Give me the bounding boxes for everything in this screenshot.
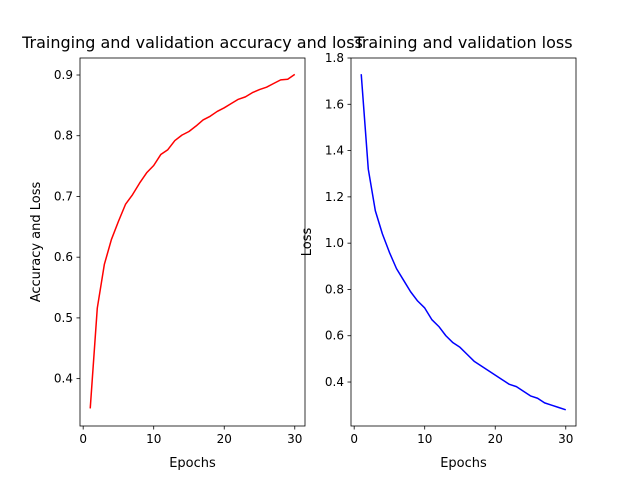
- acc-chart-title: Trainging and validation accuracy and lo…: [21, 33, 363, 52]
- loss-x-tick-label: 20: [488, 432, 503, 446]
- acc-y-tick-label: 0.8: [54, 129, 73, 143]
- loss-y-tick-label: 0.6: [325, 329, 344, 343]
- acc-x-tick-label: 20: [217, 432, 232, 446]
- acc-y-tick-label: 0.9: [54, 68, 73, 82]
- loss-y-tick-label: 1.6: [325, 97, 344, 111]
- acc-y-tick-label: 0.7: [54, 189, 73, 203]
- acc-x-tick-label: 10: [146, 432, 161, 446]
- loss-x-tick-label: 0: [350, 432, 358, 446]
- loss-y-tick-label: 1.8: [325, 51, 344, 65]
- loss-x-tick-label: 30: [558, 432, 573, 446]
- loss-y-tick-label: 0.8: [325, 282, 344, 296]
- loss-y-tick-label: 1.2: [325, 190, 344, 204]
- loss-series-line: [360, 74, 567, 411]
- loss-y-axis-label: Loss: [300, 228, 315, 257]
- loss-chart-title: Training and validation loss: [353, 33, 572, 52]
- loss-axes-frame: [350, 57, 577, 427]
- loss-chart: 0 10 20 30 0.4 0.6 0.8 1.0 1.2 1.4 1.6 1.8 Epochs Los…: [300, 33, 577, 471]
- acc-x-tick-label: 0: [79, 432, 87, 446]
- acc-x-tick-label: 30: [287, 432, 302, 446]
- loss-y-tick-label: 1.4: [325, 144, 344, 158]
- loss-x-axis-label: Epochs: [440, 456, 487, 471]
- loss-y-tick-label: 0.4: [325, 375, 344, 389]
- acc-y-tick-label: 0.5: [54, 311, 73, 325]
- accuracy-chart: 0 10 20 30 0.4 0.5 0.6 0.7 0.8 0.9 Epochs Accuracy …: [21, 33, 363, 471]
- acc-y-tick-label: 0.4: [54, 372, 73, 386]
- acc-x-axis-label: Epochs: [169, 456, 216, 471]
- acc-y-axis-label: Accuracy and Loss: [29, 181, 44, 302]
- loss-x-tick-label: 10: [417, 432, 432, 446]
- acc-axes-frame: [79, 57, 306, 427]
- loss-y-tick-label: 1.0: [325, 236, 344, 250]
- acc-series-line: [89, 73, 296, 409]
- acc-y-tick-label: 0.6: [54, 250, 73, 264]
